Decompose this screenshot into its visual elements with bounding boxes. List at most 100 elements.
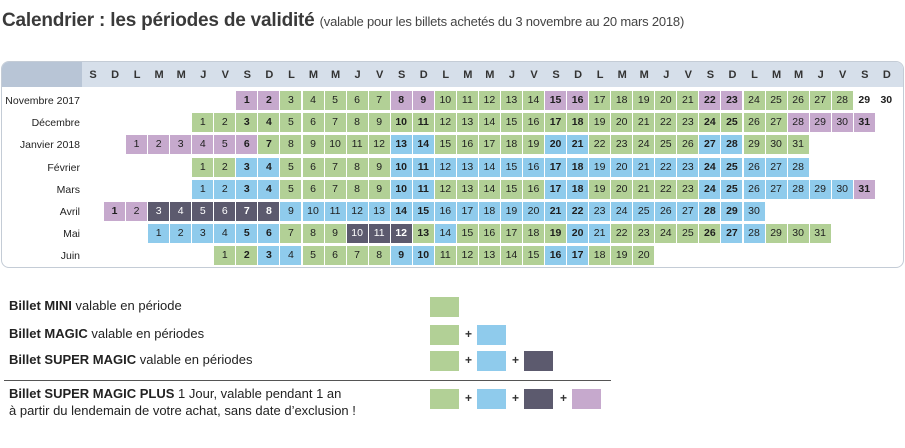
month-label: Avril	[59, 206, 80, 218]
day-cell: 25	[721, 157, 743, 177]
day-cell: 13	[368, 202, 390, 221]
day-cell: 5	[324, 91, 346, 110]
day-cell: 2	[170, 224, 192, 244]
day-cell: 7	[324, 113, 346, 133]
day-cell: 15	[500, 179, 522, 199]
day-cell: 3	[258, 246, 280, 266]
day-cell: 9	[390, 246, 412, 266]
day-cell: 9	[412, 91, 434, 110]
day-cell: 17	[545, 113, 567, 133]
day-cell: 22	[699, 91, 721, 110]
day-cell: 14	[412, 135, 434, 155]
day-cell: 12	[478, 91, 500, 110]
day-cell: 11	[412, 179, 434, 199]
day-header: L	[288, 69, 295, 81]
day-cell: 9	[280, 202, 302, 221]
day-cell: 10	[412, 246, 434, 266]
day-cell: 21	[545, 202, 567, 221]
day-cell: 13	[456, 113, 478, 133]
month-label: Mai	[63, 228, 80, 241]
day-cell: 26	[743, 113, 765, 133]
day-cell: 12	[456, 246, 478, 266]
day-header: V	[375, 69, 384, 81]
day-cell: 3	[236, 157, 258, 177]
day-cell: 8	[346, 157, 368, 177]
day-cell: 4	[170, 202, 192, 221]
day-cell: 26	[743, 157, 765, 177]
day-cell: 22	[611, 224, 633, 244]
day-header: L	[133, 69, 141, 81]
day-cell: 21	[633, 157, 655, 177]
day-cell: 11	[412, 157, 434, 177]
day-cell: 1	[148, 224, 170, 244]
day-cell: 20	[655, 91, 677, 110]
day-cell: 27	[765, 113, 787, 133]
day-cell: 11	[434, 246, 456, 266]
day-cell: 29	[809, 179, 831, 199]
day-cell: 2	[214, 157, 236, 177]
day-cell: 28	[743, 224, 765, 244]
day-header: L	[751, 69, 758, 81]
legend-text-line2: à partir du lendemain de votre achat, sa…	[9, 403, 356, 418]
day-cell: 1	[192, 113, 214, 133]
day-cell: 2	[214, 113, 236, 133]
day-cell: 18	[523, 224, 544, 244]
day-cell: 2	[148, 135, 170, 155]
day-cell: 8	[302, 224, 324, 244]
day-cell: 15	[456, 224, 478, 244]
day-cell: 31	[853, 179, 875, 199]
day-cell: 25	[765, 91, 787, 110]
swatch-blue	[477, 351, 506, 371]
day-cell: 7	[280, 224, 302, 244]
day-header: M	[485, 69, 495, 81]
legend-ticket-desc: valable en périodes	[136, 352, 253, 367]
day-header: M	[308, 69, 319, 81]
day-cell: 3	[148, 202, 170, 221]
day-cell: 14	[478, 113, 500, 133]
day-cell: 23	[677, 113, 699, 133]
day-cell: 8	[280, 135, 302, 155]
day-header: D	[265, 69, 274, 81]
day-cell: 23	[633, 224, 655, 244]
day-cell: 11	[368, 224, 390, 244]
day-cell: 22	[589, 135, 611, 155]
day-cell: 24	[611, 202, 633, 221]
day-cell: 7	[368, 91, 390, 110]
day-cell: 2	[126, 202, 148, 221]
swatch-purple	[572, 389, 601, 409]
day-cell: 29	[721, 202, 743, 221]
day-header: V	[839, 69, 847, 81]
day-cell: 31	[787, 135, 809, 155]
day-cell: 18	[500, 135, 522, 155]
day-cell: 1	[192, 157, 214, 177]
day-cell: 1	[126, 135, 148, 155]
day-cell: 24	[699, 157, 721, 177]
day-cell: 26	[655, 202, 677, 221]
day-cell: 25	[721, 113, 743, 133]
day-cell: 15	[500, 113, 522, 133]
plus-sign: +	[465, 353, 473, 367]
day-cell: 12	[390, 224, 412, 244]
day-cell: 19	[611, 246, 633, 266]
day-cell: 24	[633, 135, 655, 155]
day-header: M	[176, 69, 186, 81]
day-cell: 14	[390, 202, 412, 221]
day-cell: 30	[831, 179, 853, 199]
day-cell: 8	[258, 202, 280, 221]
legend-text: Billet SUPER MAGIC PLUS 1 Jour, valable …	[9, 386, 341, 401]
day-cell: 21	[677, 91, 699, 110]
day-cell: 16	[456, 135, 478, 155]
legend-text: Billet SUPER MAGIC valable en périodes	[9, 352, 252, 367]
day-cell: 5	[192, 202, 214, 221]
day-cell: 30	[743, 202, 765, 221]
legend-text: Billet MINI valable en période	[9, 298, 182, 313]
swatch-blue	[477, 389, 506, 409]
day-cell: 15	[523, 246, 544, 266]
validity-calendar: S D L M M J V S D L M M J V S D L M M J V S D L M M J V S D L M M J V S D Nov…	[1, 61, 904, 268]
legend-ticket-name: Billet SUPER MAGIC PLUS	[9, 386, 175, 401]
day-cell: 16	[478, 224, 500, 244]
month-label: Novembre 2017	[5, 95, 80, 107]
day-cell: 28	[787, 179, 809, 199]
day-cell: 25	[721, 179, 743, 199]
calendar-header-row	[2, 62, 903, 87]
